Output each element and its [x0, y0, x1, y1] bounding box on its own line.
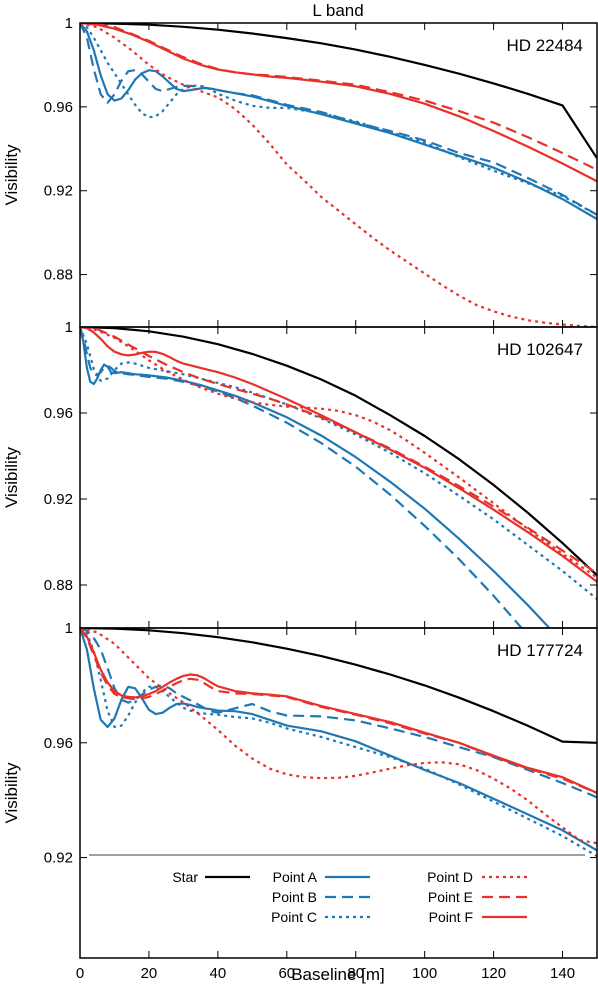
series-line-point-f [80, 327, 597, 583]
y-axis-label: Visibility [2, 762, 21, 824]
series-line-point-c [80, 628, 597, 858]
series-line-point-d [80, 23, 597, 327]
y-tick-label: 0.88 [44, 577, 73, 594]
y-axis-label: Visibility [2, 144, 21, 206]
legend: Star Point A Point B Point C Point D Point E P… [89, 854, 585, 925]
series-line-star [80, 628, 597, 744]
series-line-point-e [80, 327, 597, 575]
figure-title: L band [312, 1, 363, 20]
legend-label: Point E [428, 889, 473, 905]
series-line-point-f [80, 628, 597, 795]
y-tick-label: 0.92 [44, 491, 73, 508]
x-axis-label: Baseline [m] [291, 965, 385, 984]
panel-title: HD 22484 [506, 36, 583, 55]
panel-title: HD 177724 [497, 641, 583, 660]
x-tick-label: 0 [76, 965, 84, 982]
y-tick-label: 1 [65, 15, 73, 32]
y-tick-label: 0.92 [44, 183, 73, 200]
legend-label: Point F [429, 909, 473, 925]
y-tick-label: 1 [65, 620, 73, 637]
series-group [80, 628, 597, 858]
y-tick-label: 1 [65, 319, 73, 336]
legend-label: Star [172, 869, 198, 885]
series-line-star [80, 23, 597, 159]
panel-2: 0.88 0.92 0.96 1 Visibility HD 102647 [2, 319, 598, 629]
y-axis-label: Visibility [2, 446, 21, 508]
y-tick-label: 0.96 [44, 99, 73, 116]
legend-label: Point D [427, 869, 473, 885]
series-line-point-f [80, 23, 597, 183]
x-tick-label: 80 [347, 965, 364, 982]
x-tick-label: 100 [412, 965, 437, 982]
series-line-star [80, 327, 597, 577]
y-tick-label: 0.88 [44, 267, 73, 284]
legend-label: Point A [273, 869, 318, 885]
series-group [80, 23, 597, 327]
y-tick-label: 0.96 [44, 405, 73, 422]
x-tick-label: 120 [481, 965, 506, 982]
panel-3: 0 20 40 60 80 100 120 140 0.92 0.96 1 Visibility HD … [2, 620, 598, 982]
x-tick-label: 20 [141, 965, 158, 982]
series-line-point-b [80, 23, 597, 216]
series-line-point-a [80, 327, 551, 628]
x-tick-label: 60 [278, 965, 295, 982]
y-tick-label: 0.96 [44, 735, 73, 752]
series-line-point-d [80, 628, 597, 845]
plot-frame [79, 627, 598, 959]
series-line-point-c [80, 23, 597, 216]
x-tick-label: 40 [210, 965, 227, 982]
legend-label: Point C [271, 909, 317, 925]
panel-title: HD 102647 [497, 340, 583, 359]
x-tick-label: 140 [550, 965, 575, 982]
series-group [80, 327, 597, 628]
series-line-point-a [80, 23, 597, 220]
y-tick-label: 0.92 [44, 850, 73, 867]
legend-label: Point B [272, 889, 317, 905]
